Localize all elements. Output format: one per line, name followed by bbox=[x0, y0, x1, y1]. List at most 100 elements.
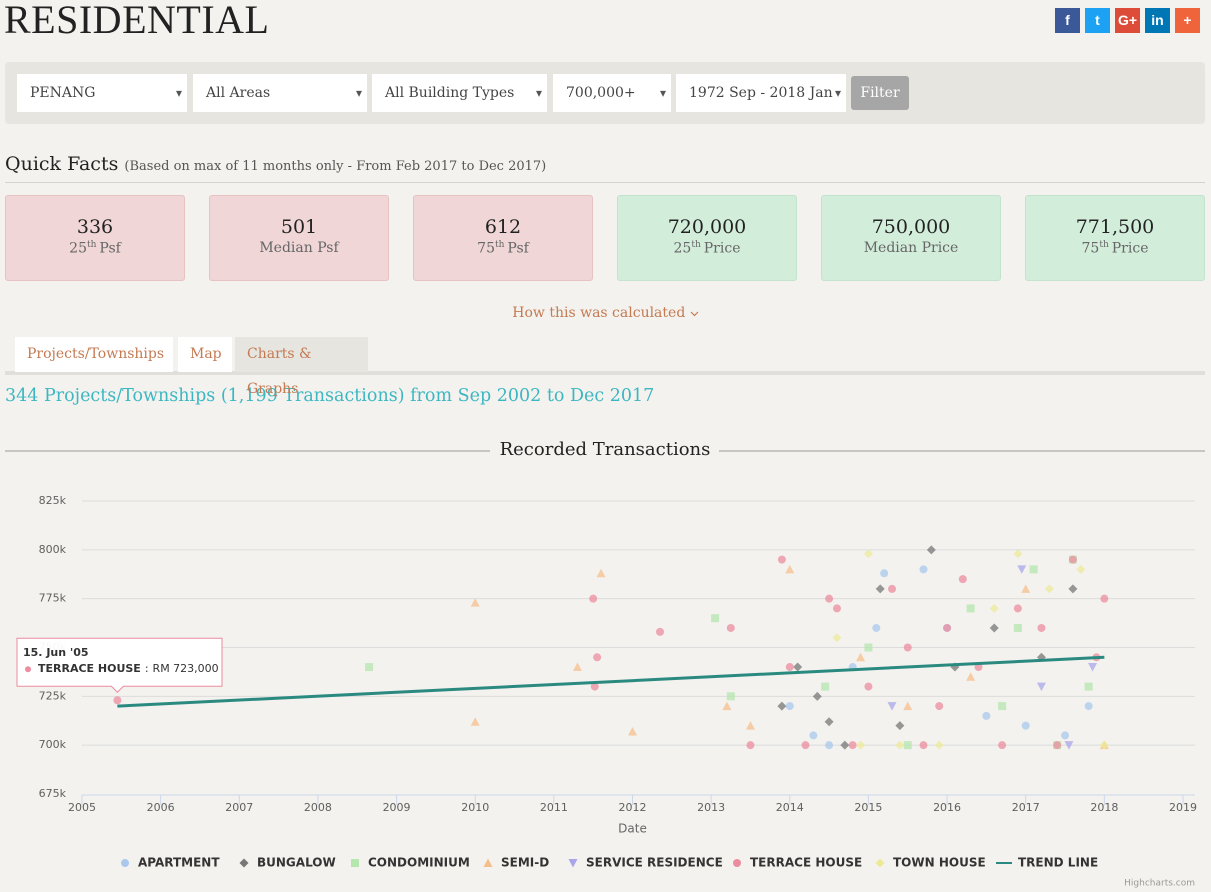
point bbox=[840, 740, 850, 750]
y-tick-label: 700k bbox=[39, 738, 67, 751]
point bbox=[726, 623, 735, 632]
legend-marker bbox=[733, 859, 741, 867]
legend-label: BUNGALOW bbox=[257, 856, 336, 870]
point bbox=[880, 569, 889, 578]
legend-marker bbox=[239, 858, 249, 868]
point bbox=[943, 623, 952, 632]
fact-card: 612 75th Psf bbox=[413, 195, 593, 281]
label: Median Price bbox=[863, 240, 959, 256]
x-tick-label: 2008 bbox=[304, 801, 332, 814]
x-tick-label: 2016 bbox=[933, 801, 961, 814]
point bbox=[926, 545, 936, 555]
label: Price bbox=[1111, 240, 1149, 257]
legend-label: SERVICE RESIDENCE bbox=[586, 856, 723, 870]
x-tick-label: 2006 bbox=[147, 801, 175, 814]
legend-marker bbox=[121, 859, 129, 867]
tooltip-line: TERRACE HOUSE: RM 723,000 bbox=[38, 662, 219, 675]
legend-label: TERRACE HOUSE bbox=[750, 856, 862, 870]
ordinal: 75 bbox=[477, 240, 495, 257]
point bbox=[1061, 731, 1070, 740]
point bbox=[864, 682, 873, 691]
point bbox=[919, 565, 928, 574]
page-title: RESIDENTIAL bbox=[4, 0, 270, 42]
select[interactable]: All Areas bbox=[193, 74, 367, 112]
fact-card: 720,000 25th Price bbox=[617, 195, 797, 281]
select[interactable]: PENANG bbox=[17, 74, 187, 112]
point bbox=[887, 702, 897, 711]
point bbox=[1036, 682, 1046, 692]
fact-label: Median Price bbox=[822, 240, 1000, 256]
point bbox=[785, 663, 794, 672]
point bbox=[872, 623, 881, 632]
point bbox=[812, 691, 822, 701]
fact-value: 612 bbox=[484, 216, 522, 238]
point bbox=[1088, 663, 1098, 672]
point bbox=[777, 701, 787, 711]
point bbox=[365, 663, 374, 672]
ordinal: 75 bbox=[1081, 240, 1100, 257]
point bbox=[572, 662, 582, 672]
point bbox=[1017, 565, 1027, 574]
point bbox=[793, 662, 803, 672]
point bbox=[1053, 741, 1062, 750]
how-link[interactable]: How this was calculated bbox=[0, 305, 1211, 321]
social-icon[interactable]: in bbox=[1145, 8, 1170, 33]
label: Psf bbox=[99, 240, 121, 257]
point bbox=[1037, 623, 1046, 632]
point bbox=[746, 741, 755, 750]
point bbox=[1068, 555, 1077, 564]
social-icon[interactable]: + bbox=[1175, 8, 1200, 33]
point bbox=[919, 741, 928, 750]
point bbox=[982, 711, 991, 720]
chart: Recorded Transactions675k700k725k750k775… bbox=[5, 439, 1205, 889]
ordinal-suffix: th bbox=[1099, 240, 1109, 250]
point bbox=[1064, 741, 1074, 750]
social-icon[interactable]: t bbox=[1085, 8, 1110, 33]
select[interactable]: 1972 Sep - 2018 Jan bbox=[676, 74, 846, 112]
fact-label: 25th Psf bbox=[6, 240, 184, 257]
point bbox=[903, 741, 912, 750]
social-icon[interactable]: G+ bbox=[1115, 8, 1140, 33]
select[interactable]: All Building Types bbox=[372, 74, 547, 112]
point bbox=[113, 696, 122, 705]
fact-value: 336 bbox=[76, 216, 114, 238]
point bbox=[903, 643, 912, 652]
y-tick-label: 675k bbox=[39, 787, 67, 800]
tab[interactable]: Charts & Graphs bbox=[235, 337, 368, 397]
label: Psf bbox=[507, 240, 529, 257]
point bbox=[1068, 584, 1078, 594]
point bbox=[590, 682, 599, 691]
link-text[interactable]: How this was calculated bbox=[512, 305, 686, 321]
point bbox=[856, 740, 866, 750]
tooltip: 15. Jun '05 TERRACE HOUSE: RM 723,000 bbox=[16, 637, 223, 693]
point bbox=[589, 594, 598, 603]
point bbox=[935, 702, 944, 711]
social-icon[interactable]: f bbox=[1055, 8, 1080, 33]
legend-label: TREND LINE bbox=[1018, 856, 1098, 870]
x-tick-label: 2017 bbox=[1012, 801, 1040, 814]
ordinal: 25 bbox=[69, 240, 87, 257]
x-tick-label: 2007 bbox=[225, 801, 253, 814]
fact-value: 501 bbox=[280, 216, 318, 238]
select[interactable]: 700,000+ bbox=[553, 74, 671, 112]
point bbox=[711, 614, 720, 623]
x-tick-label: 2005 bbox=[68, 801, 96, 814]
tab[interactable]: Projects/Townships bbox=[15, 337, 173, 372]
point bbox=[1021, 584, 1031, 593]
x-tick-label: 2018 bbox=[1090, 801, 1118, 814]
label: Median Psf bbox=[259, 240, 339, 256]
chart-title: Recorded Transactions bbox=[500, 439, 711, 460]
point bbox=[825, 594, 834, 603]
filter-button[interactable]: Filter bbox=[851, 76, 909, 110]
point bbox=[777, 555, 786, 564]
ordinal-suffix: th bbox=[86, 240, 97, 250]
point bbox=[989, 623, 999, 633]
y-tick-label: 800k bbox=[39, 543, 67, 556]
divider bbox=[5, 182, 1205, 183]
point bbox=[958, 575, 967, 584]
point bbox=[966, 604, 975, 613]
tab[interactable]: Map bbox=[178, 337, 232, 372]
x-tick-label: 2013 bbox=[697, 801, 725, 814]
summary: 344 Projects/Townships (1,199 Transactio… bbox=[5, 386, 655, 406]
